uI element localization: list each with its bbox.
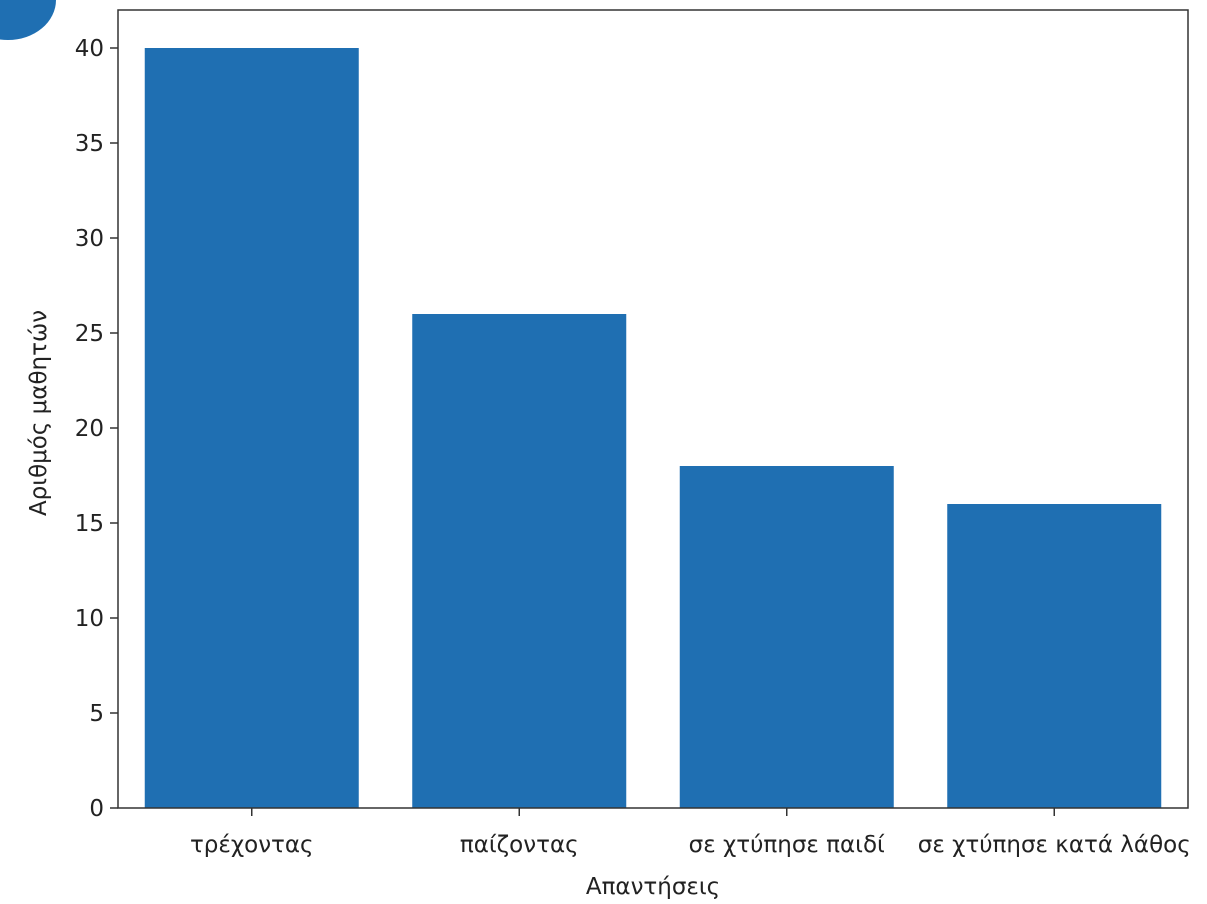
bar-3 [947, 504, 1162, 808]
y-tick-label: 25 [75, 321, 104, 347]
plot-frame [117, 9, 1189, 809]
bar-2 [679, 466, 894, 808]
y-tick-label: 40 [75, 36, 104, 62]
y-tick-label: 5 [89, 701, 104, 727]
y-tick-label: 35 [75, 131, 104, 157]
y-axis: 0 5 10 15 20 25 30 35 40 [75, 36, 118, 822]
y-tick-label: 30 [75, 226, 104, 252]
x-tick-label: παίζοντας [460, 832, 579, 858]
x-tick-label: τρέχοντας [190, 832, 314, 858]
bar-1 [412, 314, 627, 808]
y-axis-label: Αριθμός μαθητών [26, 310, 52, 516]
y-tick-label: 0 [89, 796, 104, 822]
y-tick-label: 20 [75, 416, 104, 442]
bars-layer [144, 48, 1162, 808]
y-tick-label: 10 [75, 606, 104, 632]
x-axis: τρέχοντας παίζοντας σε χτύπησε παιδί σε χτύ… [190, 808, 1191, 858]
y-tick-label: 15 [75, 511, 104, 537]
x-tick-label: σε χτύπησε παιδί [689, 832, 885, 858]
x-axis-label: Απαντήσεις [586, 874, 720, 900]
x-tick-label: σε χτύπησε κατά λάθος [918, 832, 1191, 858]
bar-0 [144, 48, 359, 808]
